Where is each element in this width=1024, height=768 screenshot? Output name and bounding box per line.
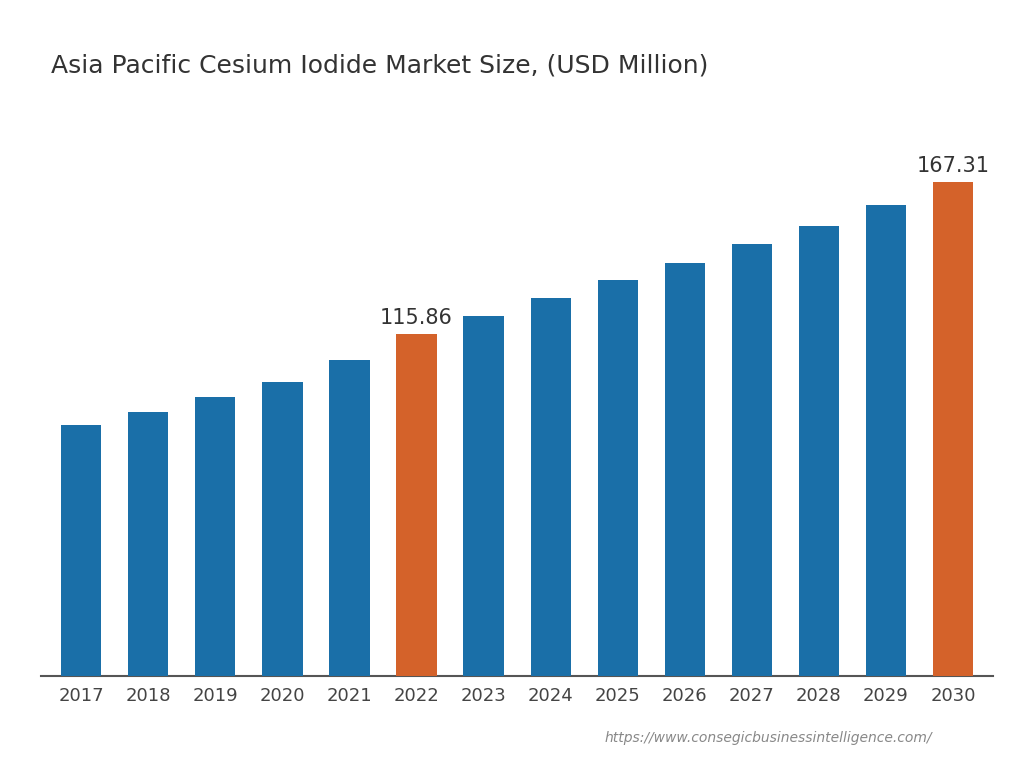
Bar (464, 316, 504, 676)
Bar (732, 243, 772, 676)
Bar (866, 205, 906, 676)
Bar (396, 334, 436, 676)
Text: Asia Pacific Cesium Iodide Market Size, (USD Million): Asia Pacific Cesium Iodide Market Size, … (51, 54, 709, 78)
Text: 167.31: 167.31 (916, 156, 989, 176)
Bar (598, 280, 638, 676)
Bar (933, 182, 973, 676)
Bar (61, 425, 101, 676)
Bar (128, 412, 168, 676)
Bar (799, 226, 839, 676)
Bar (330, 360, 370, 676)
Bar (262, 382, 302, 676)
Text: https://www.consegicbusinessintelligence.com/: https://www.consegicbusinessintelligence… (604, 731, 932, 745)
Bar (530, 298, 570, 676)
Bar (665, 263, 705, 676)
Bar (196, 397, 236, 676)
Text: 115.86: 115.86 (380, 308, 453, 328)
